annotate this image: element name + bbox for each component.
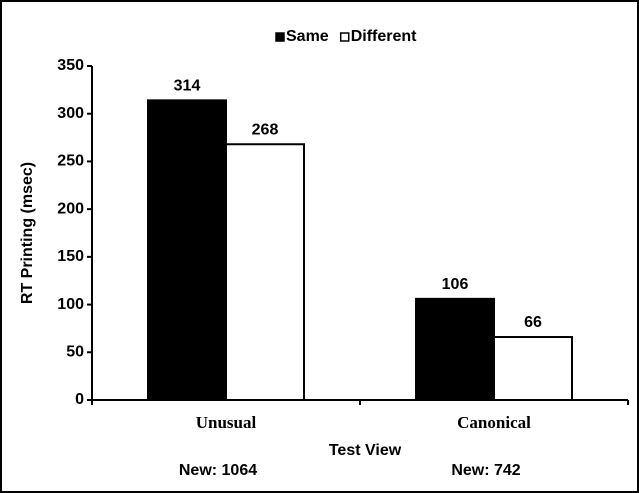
y-tick-label: 150 xyxy=(57,248,84,265)
bar xyxy=(493,336,573,402)
y-tick-label: 200 xyxy=(57,200,84,217)
x-tick-label: Canonical xyxy=(457,413,531,432)
y-tick-label: 0 xyxy=(75,391,84,408)
bar xyxy=(147,99,227,402)
y-axis-label: RT Printing (msec) xyxy=(19,162,36,304)
y-tick-label: 350 xyxy=(57,57,84,74)
y-tick-label: 100 xyxy=(57,296,84,313)
annotation: New: 742 xyxy=(451,462,520,479)
legend-swatch xyxy=(339,32,350,42)
y-tick-label: 50 xyxy=(66,344,84,361)
legend-label: Different xyxy=(351,28,417,45)
annotation: New: 1064 xyxy=(179,462,257,479)
y-tick-label: 300 xyxy=(57,105,84,122)
value-label: 106 xyxy=(442,276,469,293)
value-label: 66 xyxy=(524,314,542,331)
x-axis-label: Test View xyxy=(329,442,402,459)
legend-swatch xyxy=(275,32,285,42)
value-label: 268 xyxy=(252,121,279,138)
bar xyxy=(225,143,305,401)
y-tick-label: 250 xyxy=(57,153,84,170)
legend-label: Same xyxy=(286,28,329,45)
x-tick-label: Unusual xyxy=(196,413,257,432)
value-label: 314 xyxy=(174,78,201,95)
bar xyxy=(415,297,495,401)
